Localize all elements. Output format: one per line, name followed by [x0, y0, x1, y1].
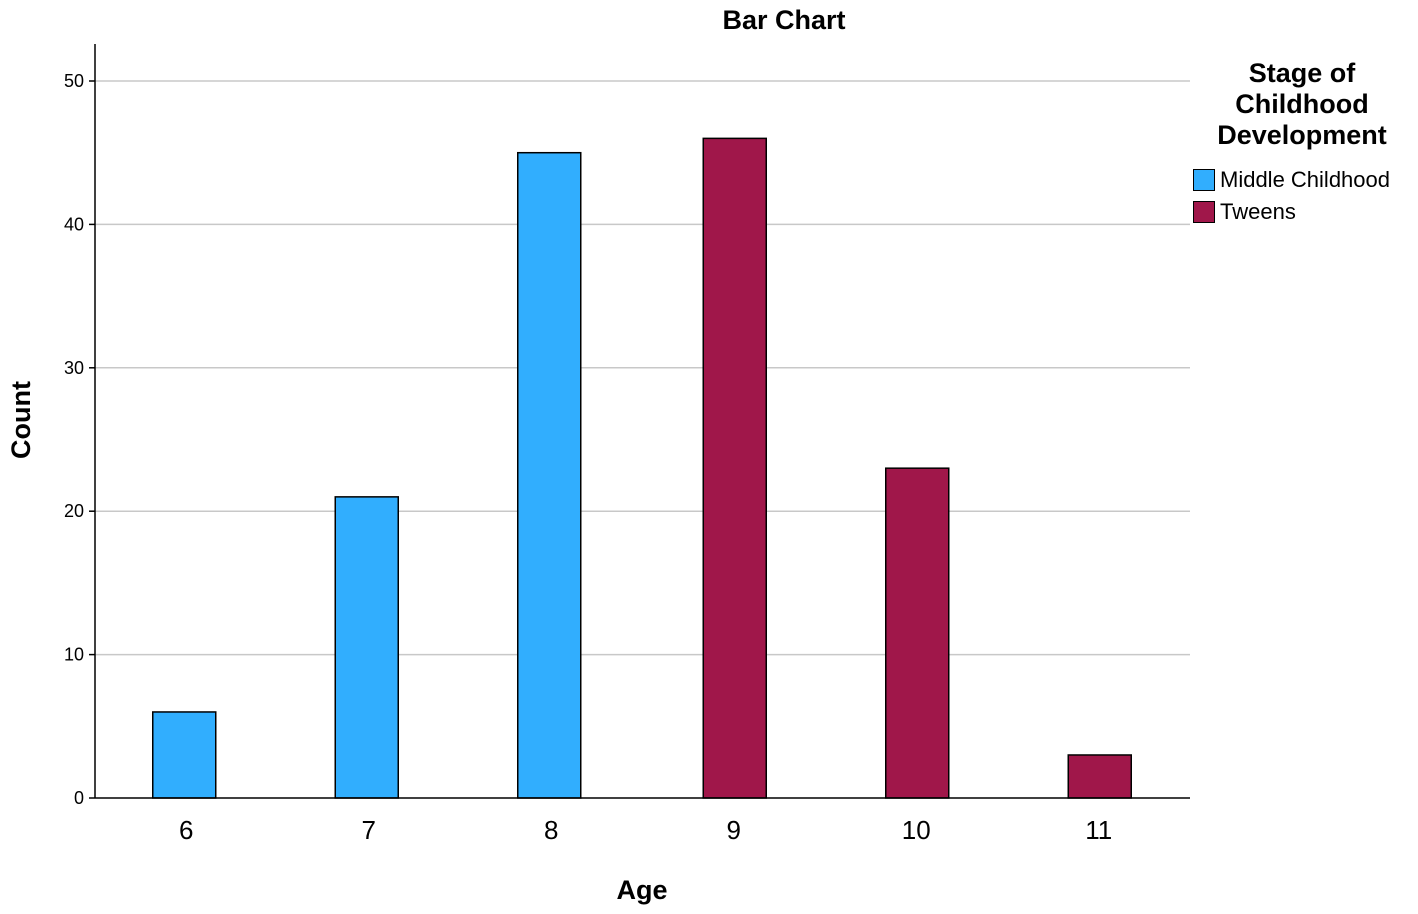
bar-tweens-9: [702, 137, 767, 799]
x-tick-label: 6: [179, 815, 193, 845]
legend-swatch-tweens: [1193, 201, 1215, 223]
y-tick-label: 10: [64, 645, 84, 665]
x-axis-label: Age: [616, 875, 667, 905]
legend-title: Stage of Childhood Development: [1190, 58, 1414, 151]
legend-title-line: Development: [1217, 120, 1387, 150]
legend-item-middle-childhood: Middle Childhood: [1193, 167, 1390, 193]
legend-title-line: Childhood: [1235, 89, 1369, 119]
x-tick-label: 8: [544, 815, 558, 845]
x-tick-label: 10: [902, 815, 931, 845]
y-tick-label: 0: [74, 788, 84, 808]
bar-tweens-10: [885, 467, 950, 799]
x-tick-label: 11: [1085, 815, 1112, 845]
bar-tweens-11: [1067, 754, 1132, 799]
x-axis-ticks: 6 7 8 9 10 11: [179, 815, 1112, 845]
bar-middle-childhood-6: [152, 711, 217, 799]
legend-item-tweens: Tweens: [1193, 199, 1296, 225]
legend-label: Tweens: [1220, 199, 1296, 224]
y-tick-label: 30: [64, 358, 84, 378]
y-tick-label: 50: [64, 71, 84, 91]
legend-title-line: Stage of: [1248, 58, 1356, 88]
y-tick-label: 40: [64, 214, 84, 234]
y-tick-label: 20: [64, 501, 84, 521]
x-tick-label: 9: [727, 815, 741, 845]
y-axis-label: Count: [6, 381, 36, 459]
legend-label: Middle Childhood: [1220, 167, 1390, 192]
bars: [152, 137, 1132, 799]
bar-middle-childhood-7: [334, 496, 399, 799]
bar-middle-childhood-8: [517, 151, 582, 799]
y-axis-ticks: 0 10 20 30 40 50: [64, 71, 95, 808]
legend-swatch-middle-childhood: [1193, 169, 1215, 191]
x-tick-label: 7: [362, 815, 376, 845]
gridlines: [95, 80, 1190, 656]
chart-title: Bar Chart: [722, 5, 845, 35]
